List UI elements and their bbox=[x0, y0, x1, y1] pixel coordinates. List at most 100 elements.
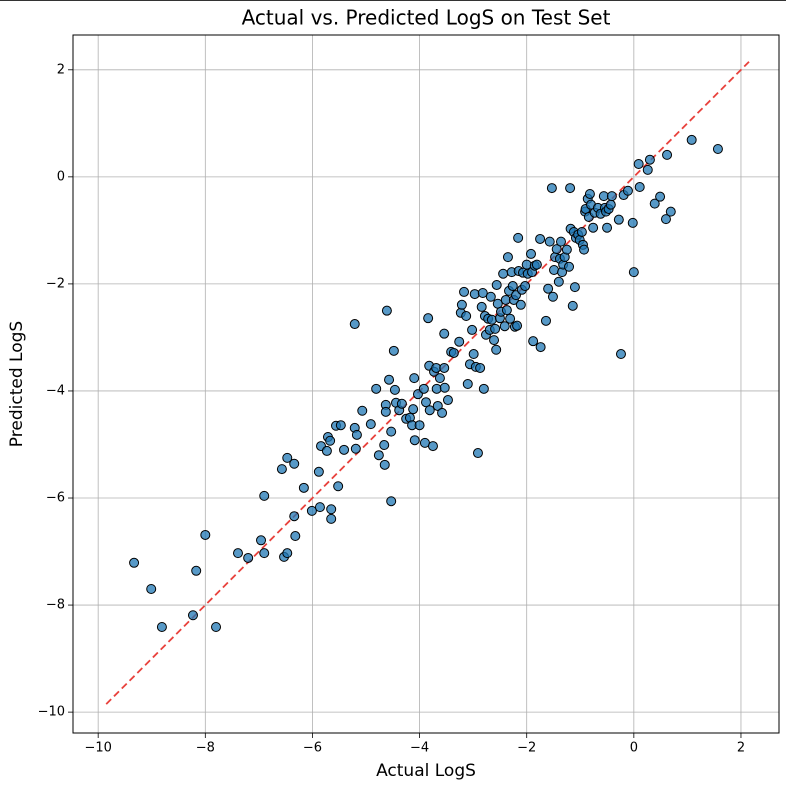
point bbox=[349, 319, 360, 330]
point bbox=[409, 435, 420, 446]
point bbox=[389, 384, 400, 395]
point bbox=[642, 164, 653, 175]
point bbox=[424, 405, 435, 416]
point bbox=[200, 529, 211, 540]
point bbox=[478, 383, 489, 394]
point bbox=[306, 505, 317, 516]
point bbox=[427, 441, 438, 452]
point bbox=[439, 362, 450, 373]
x-tick-label: −8 bbox=[196, 741, 215, 756]
point bbox=[313, 466, 324, 477]
point bbox=[434, 373, 445, 384]
point bbox=[326, 504, 337, 515]
point bbox=[515, 299, 526, 310]
point bbox=[469, 289, 480, 300]
point bbox=[371, 383, 382, 394]
point bbox=[588, 222, 599, 233]
point bbox=[553, 276, 564, 287]
point bbox=[461, 311, 472, 322]
point bbox=[486, 314, 497, 325]
y-axis-label: Predicted LogS bbox=[7, 321, 27, 447]
point bbox=[259, 490, 270, 501]
x-axis-label: Actual LogS bbox=[376, 761, 476, 781]
point bbox=[380, 406, 391, 417]
point bbox=[485, 291, 496, 302]
point bbox=[505, 313, 516, 324]
point bbox=[289, 511, 300, 522]
point bbox=[555, 236, 566, 247]
y-tick-label: −6 bbox=[46, 491, 65, 506]
point bbox=[602, 222, 613, 233]
point bbox=[564, 261, 575, 272]
point bbox=[655, 191, 666, 202]
point bbox=[531, 259, 542, 270]
point bbox=[491, 279, 502, 290]
point bbox=[472, 448, 483, 459]
point bbox=[613, 214, 624, 225]
point bbox=[579, 244, 590, 255]
y-tick-label: −8 bbox=[46, 598, 65, 613]
point bbox=[622, 185, 633, 196]
point bbox=[259, 548, 270, 559]
point bbox=[502, 252, 513, 263]
point bbox=[569, 282, 580, 293]
point bbox=[276, 464, 287, 475]
point bbox=[662, 149, 673, 160]
point bbox=[418, 383, 429, 394]
point bbox=[448, 347, 459, 358]
y-tick-label: −2 bbox=[46, 276, 65, 291]
y-tick-label: −4 bbox=[46, 383, 65, 398]
point bbox=[421, 397, 431, 408]
point bbox=[439, 328, 450, 339]
reference-line bbox=[105, 61, 750, 705]
point bbox=[712, 144, 723, 155]
point bbox=[386, 426, 397, 437]
point bbox=[547, 291, 558, 302]
point bbox=[290, 531, 301, 542]
y-tick-label: 2 bbox=[57, 62, 65, 77]
point bbox=[686, 134, 697, 145]
chart-title: Actual vs. Predicted LogS on Test Set bbox=[242, 6, 611, 30]
point bbox=[528, 336, 539, 347]
point bbox=[379, 459, 390, 470]
point bbox=[414, 420, 425, 431]
point bbox=[467, 324, 478, 335]
point bbox=[357, 405, 368, 416]
point bbox=[501, 305, 512, 316]
y-tick-label: −10 bbox=[38, 705, 65, 720]
point bbox=[431, 383, 442, 394]
point bbox=[615, 349, 626, 360]
x-tick-label: 0 bbox=[630, 741, 638, 756]
point bbox=[606, 191, 617, 202]
point bbox=[535, 342, 546, 353]
point bbox=[546, 183, 557, 194]
point bbox=[156, 622, 167, 633]
point bbox=[289, 458, 300, 469]
point bbox=[282, 548, 293, 559]
point bbox=[314, 502, 325, 513]
point bbox=[567, 300, 578, 311]
point bbox=[584, 188, 595, 199]
point bbox=[660, 214, 671, 225]
point bbox=[576, 226, 587, 237]
point bbox=[491, 344, 502, 355]
y-tick-label: 0 bbox=[57, 169, 65, 184]
point bbox=[442, 395, 453, 406]
point bbox=[456, 299, 467, 310]
point bbox=[423, 313, 434, 324]
x-tick-label: −10 bbox=[84, 741, 111, 756]
point bbox=[468, 349, 479, 360]
point bbox=[520, 281, 531, 292]
point bbox=[543, 283, 554, 294]
point bbox=[462, 379, 473, 389]
point bbox=[476, 301, 487, 312]
point bbox=[335, 420, 346, 431]
point bbox=[388, 345, 399, 356]
point bbox=[512, 320, 523, 331]
point bbox=[408, 404, 419, 415]
point bbox=[551, 244, 562, 255]
point bbox=[321, 445, 332, 456]
point bbox=[256, 535, 267, 546]
point bbox=[187, 610, 198, 621]
